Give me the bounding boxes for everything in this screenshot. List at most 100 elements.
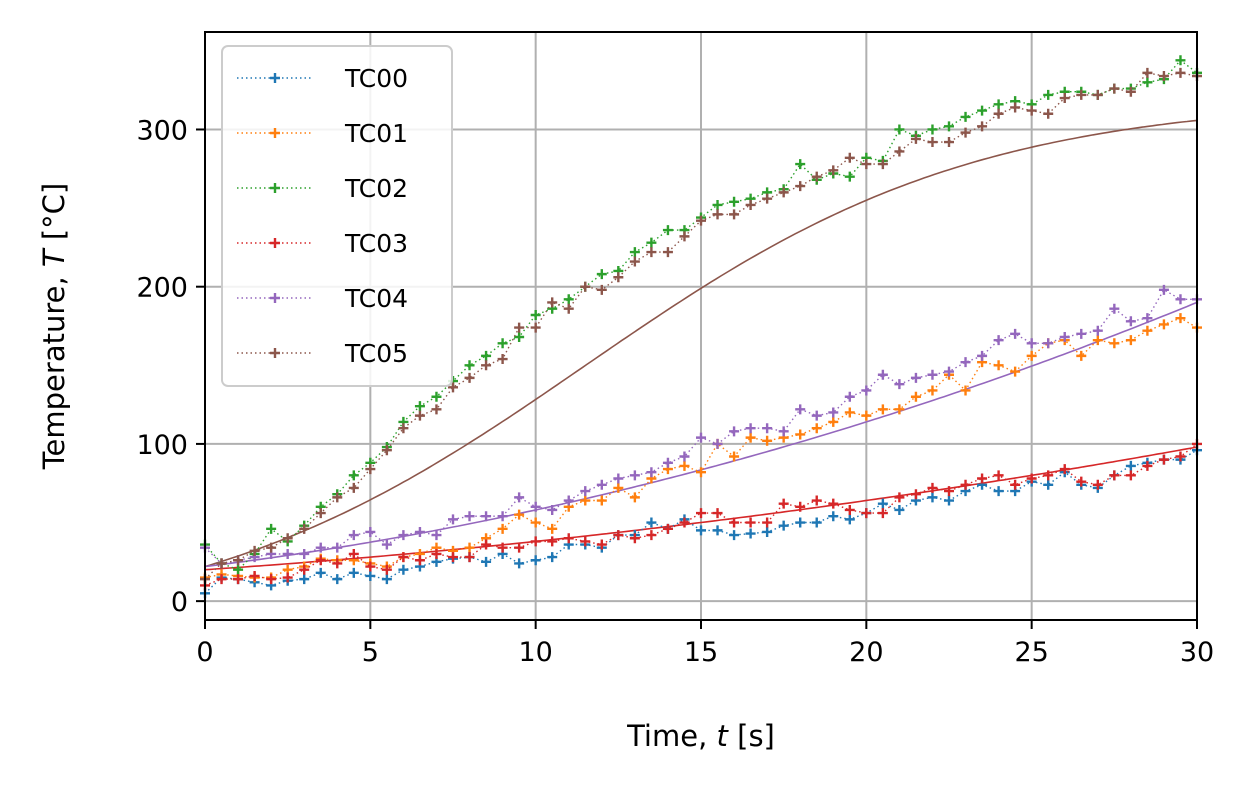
data-point: [414, 555, 425, 566]
data-point: [894, 124, 905, 135]
data-point: [894, 379, 905, 390]
data-point: [778, 426, 789, 437]
data-point: [894, 492, 905, 503]
data-point: [960, 357, 971, 368]
data-point: [1043, 479, 1054, 490]
data-point: [332, 558, 343, 569]
data-point: [249, 570, 260, 581]
data-point: [828, 416, 839, 427]
data-point: [927, 124, 938, 135]
data-point: [1043, 338, 1054, 349]
data-point: [348, 567, 359, 578]
data-point: [960, 127, 971, 138]
data-point: [1059, 332, 1070, 343]
data-point: [1109, 470, 1120, 481]
data-point: [1125, 86, 1136, 97]
data-point: [1092, 335, 1103, 346]
data-point: [1158, 284, 1169, 295]
data-point: [696, 432, 706, 443]
data-point: [348, 470, 359, 481]
data-point: [481, 350, 492, 361]
data-point: [497, 523, 508, 534]
legend-box: [221, 45, 453, 387]
data-point: [762, 517, 773, 528]
data-point: [629, 492, 640, 503]
data-point: [712, 438, 723, 449]
data-point: [811, 517, 822, 528]
data-point: [514, 542, 525, 553]
data-point: [629, 247, 640, 258]
data-point: [762, 435, 773, 446]
y-tick-label: 100: [136, 430, 188, 461]
data-point: [993, 335, 1004, 346]
data-point: [596, 269, 607, 280]
data-point: [646, 467, 657, 478]
data-point: [266, 542, 277, 553]
data-point: [414, 410, 425, 421]
data-point: [927, 385, 938, 396]
data-point: [332, 492, 343, 503]
data-point: [1142, 325, 1153, 336]
x-tick-label: 25: [1014, 637, 1048, 668]
data-point: [712, 508, 723, 519]
data-point: [795, 517, 806, 528]
data-point: [448, 514, 458, 525]
data-point: [877, 159, 888, 170]
data-point: [811, 423, 822, 434]
data-point: [960, 479, 971, 490]
data-point: [861, 508, 872, 519]
data-point: [1125, 460, 1136, 471]
data-point: [514, 322, 525, 333]
data-point: [1092, 325, 1103, 336]
data-point: [596, 479, 607, 490]
legend-marker: [270, 348, 280, 358]
legend-marker: [270, 293, 280, 303]
data-point: [712, 199, 723, 210]
data-point: [977, 473, 988, 484]
data-point: [646, 247, 657, 258]
data-point: [530, 555, 541, 566]
data-point: [1158, 71, 1169, 82]
data-point: [448, 382, 458, 393]
series-tc04: [200, 284, 1202, 569]
data-point: [811, 495, 822, 506]
data-point: [398, 530, 409, 541]
data-point: [1076, 328, 1087, 339]
data-point: [910, 133, 921, 144]
data-point: [431, 548, 442, 559]
data-point: [729, 451, 740, 462]
data-point: [927, 492, 938, 503]
data-point: [877, 404, 888, 415]
series-tc05: [200, 67, 1202, 585]
data-point: [877, 508, 888, 519]
data-point: [944, 121, 954, 132]
data-point: [745, 528, 756, 539]
data-point: [464, 542, 475, 553]
legend-label: TC01: [344, 119, 408, 148]
data-point: [993, 470, 1004, 481]
data-point: [381, 445, 392, 456]
data-point: [464, 511, 475, 522]
data-point: [679, 460, 690, 471]
data-point: [563, 495, 574, 506]
data-point: [414, 526, 425, 537]
data-point: [828, 498, 839, 509]
data-point: [431, 530, 442, 541]
y-tick-label: 200: [136, 273, 188, 304]
data-point: [745, 199, 756, 210]
data-point: [1059, 93, 1070, 104]
data-point: [381, 574, 392, 585]
data-point: [547, 552, 558, 563]
x-tick-label: 0: [196, 637, 213, 668]
data-point: [1125, 335, 1136, 346]
data-point: [1175, 294, 1186, 305]
legend-label: TC04: [344, 284, 408, 313]
data-point: [266, 523, 277, 534]
data-point: [927, 137, 938, 148]
data-point: [1010, 328, 1021, 339]
data-point: [315, 542, 326, 553]
data-point: [662, 247, 673, 258]
data-point: [514, 558, 525, 569]
data-point: [696, 215, 706, 226]
data-point: [348, 530, 359, 541]
